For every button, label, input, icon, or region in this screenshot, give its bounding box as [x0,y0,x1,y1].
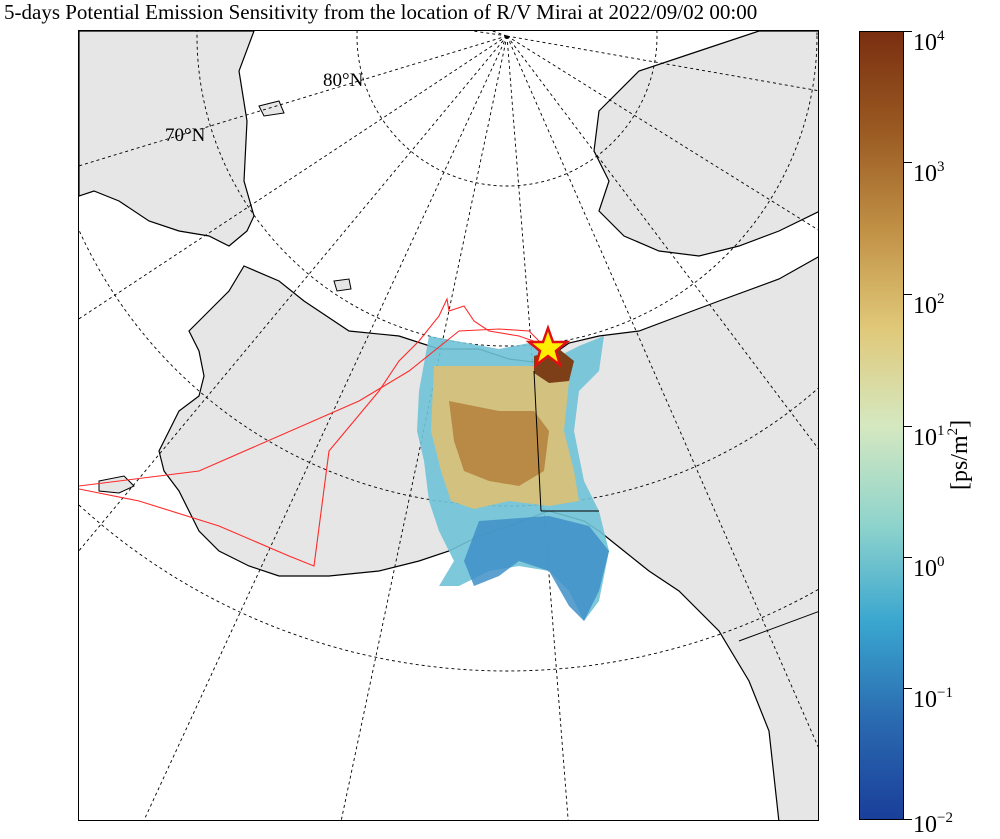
meridian [79,35,508,167]
colorbar-tick [904,688,912,689]
meridian [143,35,508,820]
colorbar-tick-label: 100 [913,554,945,582]
map-panel: 80°N 70°N [78,30,819,821]
map-title: 5-days Potential Emission Sensitivity fr… [4,0,758,24]
colorbar-tick-label: 101 [913,423,945,451]
colorbar-tick [904,294,912,295]
siberia-land [79,31,255,247]
latitude-circle [79,504,818,672]
land-masses [79,31,818,820]
colorbar-tick [904,426,912,427]
colorbar-tick [904,819,912,820]
small-island [258,100,285,117]
latitude-circle [356,31,658,187]
colorbar-tick-label: 10−1 [913,685,953,713]
release-location-star [525,324,571,369]
colorbar-tick [904,31,912,32]
colorbar-tick-label: 10−2 [913,810,953,838]
polar-map: 80°N 70°N [79,31,818,820]
meridian [506,35,818,450]
colorbar-tick [904,162,912,163]
meridian [506,35,818,748]
pes-south-tail [464,516,609,621]
colorbar-unit-label: [ps/m2] [945,419,973,490]
colorbar-gradient [860,32,903,819]
colorbar-tick [904,557,912,558]
pes-high [449,401,549,486]
trajectory-line [79,297,540,567]
lat-label-80: 80°N [323,70,364,91]
colorbar-tick-label: 102 [913,291,945,319]
small-island [333,278,352,292]
country-border [738,611,818,642]
backward-trajectory [79,297,545,567]
trajectory-line [79,328,545,487]
colorbar-tick-label: 104 [913,28,945,56]
colorbar [859,31,904,820]
meridian [506,35,818,231]
country-border [533,370,542,512]
arctic-archipelago [593,31,818,257]
colorbar-tick-label: 103 [913,159,945,187]
latitude-circle [196,31,818,347]
emission-sensitivity-field [417,336,609,621]
meridian [506,35,818,92]
lat-label-70: 70°N [165,125,206,146]
